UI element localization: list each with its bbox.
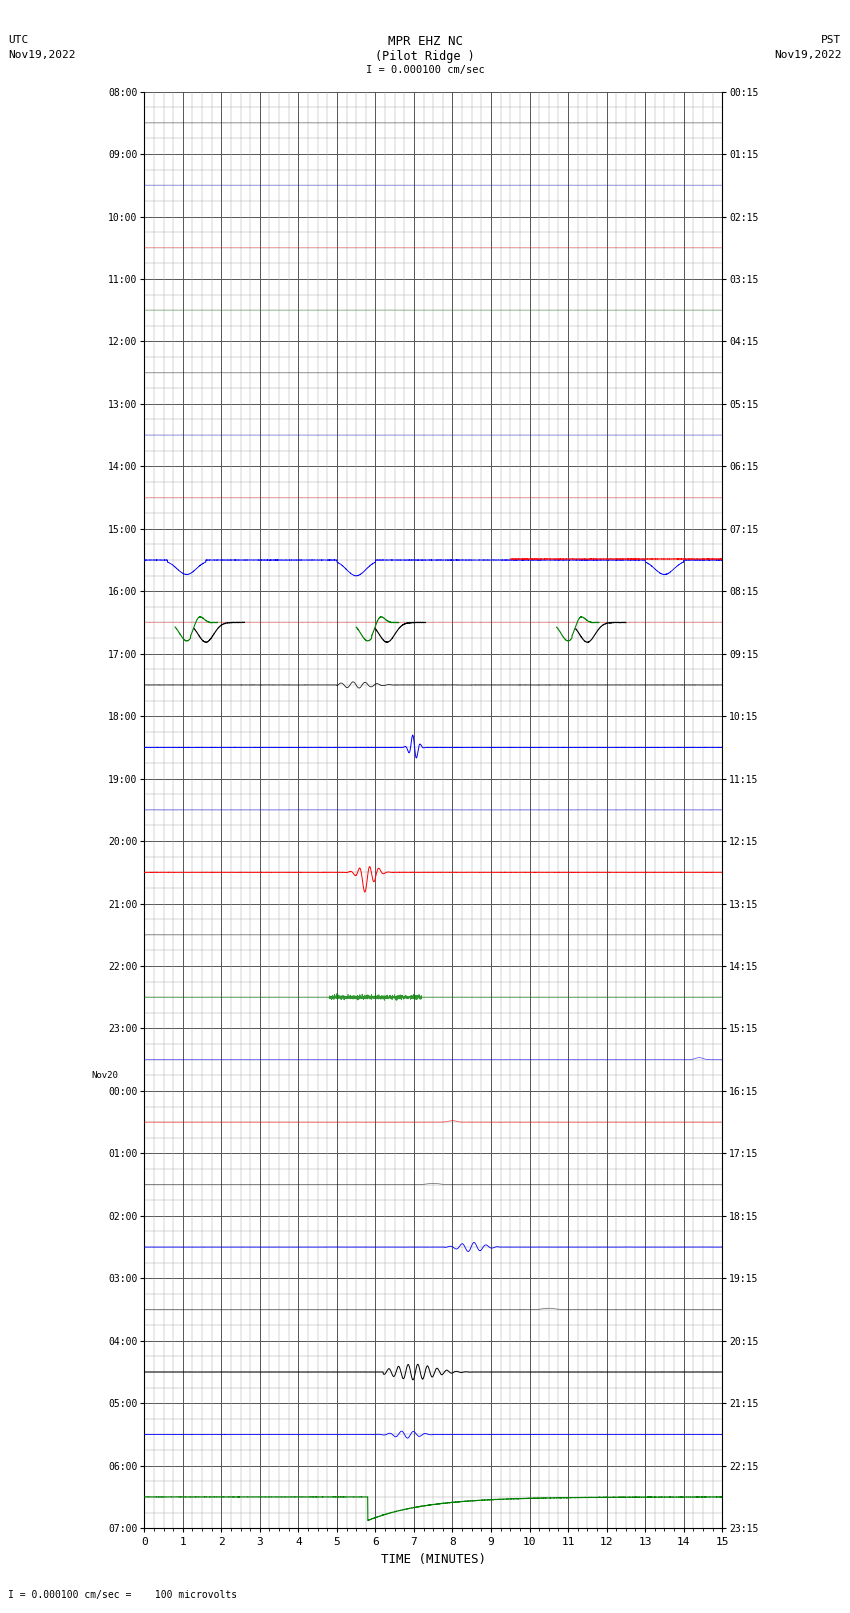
Text: Nov19,2022: Nov19,2022 xyxy=(8,50,76,60)
X-axis label: TIME (MINUTES): TIME (MINUTES) xyxy=(381,1553,485,1566)
Text: (Pilot Ridge ): (Pilot Ridge ) xyxy=(375,50,475,63)
Text: PST: PST xyxy=(821,35,842,45)
Text: I = 0.000100 cm/sec =    100 microvolts: I = 0.000100 cm/sec = 100 microvolts xyxy=(8,1590,238,1600)
Text: MPR EHZ NC: MPR EHZ NC xyxy=(388,35,462,48)
Text: Nov20: Nov20 xyxy=(92,1071,118,1079)
Text: UTC: UTC xyxy=(8,35,29,45)
Text: I = 0.000100 cm/sec: I = 0.000100 cm/sec xyxy=(366,65,484,74)
Text: Nov19,2022: Nov19,2022 xyxy=(774,50,842,60)
